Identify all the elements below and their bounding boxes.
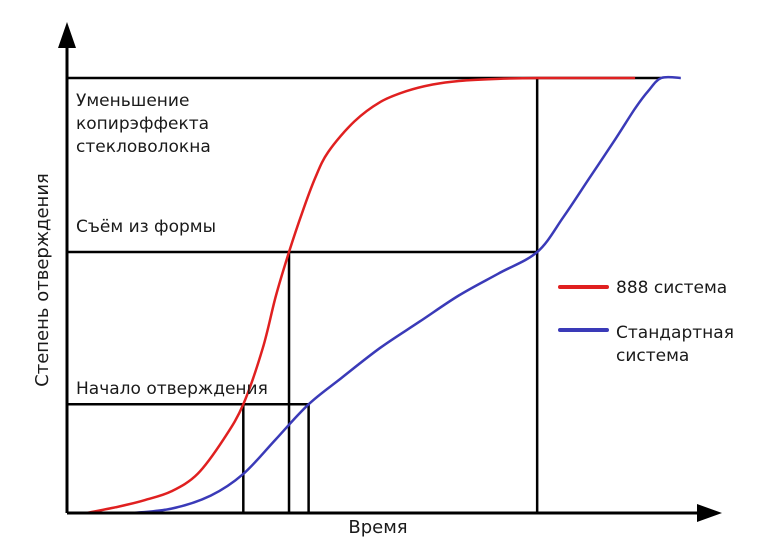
legend-label-standard-system: Стандартная система — [616, 323, 734, 366]
stage-label-reduced-print-through-line-3: стекловолокна — [76, 137, 211, 157]
stage-label-reduced-print-through-line-1: Уменьшение — [76, 91, 189, 111]
stage-label-reduced-print-through-line-2: копирэффекта — [76, 114, 209, 134]
series-line-888-system — [86, 76, 636, 515]
stage-label-demold: Съём из формы — [76, 217, 216, 237]
series-lines — [86, 75, 681, 515]
stage-label-cure-start: Начало отверждения — [76, 379, 268, 399]
y-axis-title: Степень отверждения — [32, 173, 53, 387]
legend-label-888-system: 888 система — [616, 278, 727, 298]
x-axis-title: Время — [348, 517, 407, 538]
x-axis-arrowhead — [697, 504, 722, 522]
y-axis-arrowhead — [58, 22, 76, 48]
axes — [58, 22, 722, 522]
legend-label-line: система — [616, 346, 689, 366]
legend: 888 система Стандартная система — [558, 278, 734, 366]
series-line-standard-system — [132, 75, 681, 515]
legend-label-line: Стандартная — [616, 323, 734, 343]
